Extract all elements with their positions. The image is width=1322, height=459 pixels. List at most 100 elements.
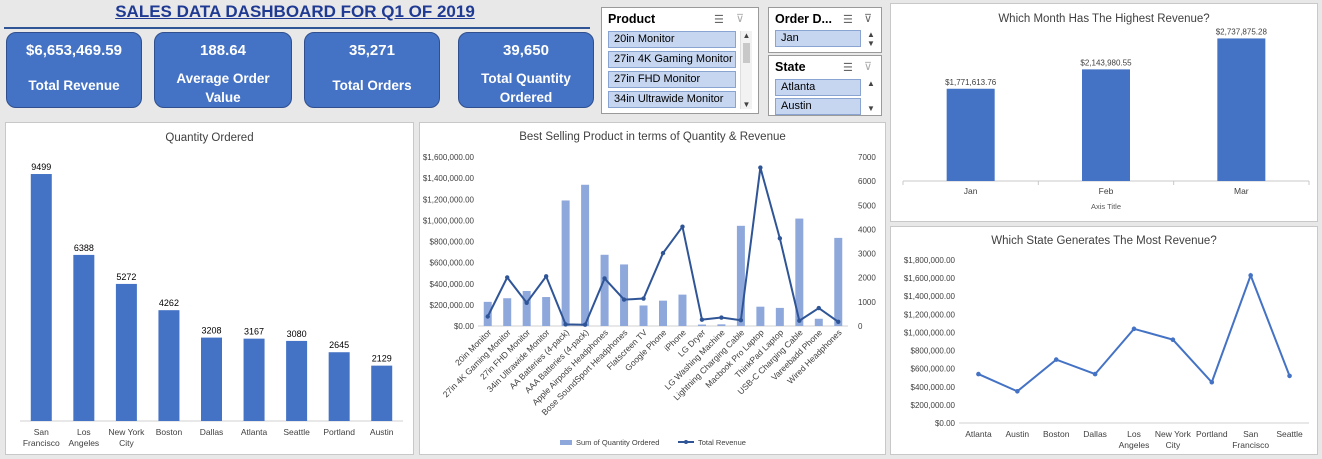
y-right-tick-label: 3000: [858, 250, 876, 259]
legend-marker-revenue: [684, 440, 688, 444]
line-point: [602, 276, 607, 281]
data-label: 6388: [74, 243, 94, 253]
state-revenue-chart: Which State Generates The Most Revenue? …: [890, 226, 1318, 455]
slicer-header: Product: [608, 12, 656, 26]
clear-filter-icon[interactable]: ⊽: [736, 13, 745, 25]
y-tick-label: $1,200,000.00: [904, 310, 956, 319]
line-point: [1092, 371, 1098, 377]
dashboard-title: SALES DATA DASHBOARD FOR Q1 OF 2019: [115, 2, 475, 21]
slicer-item[interactable]: Atlanta: [775, 79, 861, 96]
data-label: 2129: [372, 354, 392, 364]
chart-title: Best Selling Product in terms of Quantit…: [519, 131, 786, 143]
y-tick-label: $1,800,000.00: [904, 256, 956, 265]
x-tick-label: Atlanta: [241, 427, 268, 437]
y-right-tick-label: 2000: [858, 274, 876, 283]
kpi-value: 35,271: [349, 42, 395, 59]
x-tick-label: City: [119, 438, 134, 448]
scroll-up-icon[interactable]: ▲: [742, 31, 751, 40]
y-left-tick-label: $1,000,000.00: [423, 216, 475, 225]
bar: [1082, 69, 1130, 181]
scroll-down-icon[interactable]: ▼: [742, 100, 751, 109]
bar: [946, 88, 995, 181]
kpi-label: Total Quantity Ordered: [481, 71, 571, 105]
multi-select-icon[interactable]: ☰: [843, 14, 853, 26]
chart-title: Quantity Ordered: [165, 132, 254, 144]
kpi-total-revenue: $6,653,469.59 Total Revenue: [6, 32, 142, 108]
slicer-scrollbar[interactable]: ▲ ▼: [740, 31, 752, 109]
slicer-item[interactable]: 27in FHD Monitor: [608, 71, 736, 88]
bar: [600, 254, 609, 326]
bar: [158, 310, 180, 421]
x-tick-label: Dallas: [1083, 429, 1107, 439]
bar: [678, 294, 687, 326]
y-right-tick-label: 6000: [858, 177, 876, 186]
line-point: [1170, 337, 1176, 342]
legend-label-quantity: Sum of Quantity Ordered: [576, 438, 659, 447]
bar: [73, 254, 95, 421]
kpi-value: 39,650: [503, 42, 549, 59]
slicer-item[interactable]: 27in 4K Gaming Monitor: [608, 51, 736, 68]
y-tick-label: $800,000.00: [911, 347, 956, 356]
multi-select-icon[interactable]: ☰: [714, 14, 724, 26]
scroll-thumb[interactable]: [743, 43, 750, 63]
x-tick-label: Francisco: [1232, 440, 1269, 450]
scroll-up-icon[interactable]: ▲: [867, 79, 875, 88]
bar: [286, 340, 308, 421]
bar: [581, 184, 590, 326]
x-tick-label: Angeles: [68, 438, 99, 448]
monthly-revenue-chart: Which Month Has The Highest Revenue? $1,…: [890, 3, 1318, 222]
y-left-tick-label: $400,000.00: [430, 280, 475, 289]
kpi-label: Average Order Value: [176, 71, 270, 105]
slicer-header: State: [775, 60, 806, 74]
slicer-scrollbar[interactable]: ▲ ▼: [865, 30, 877, 48]
line-point: [816, 305, 821, 311]
data-label: 4262: [159, 298, 179, 308]
x-tick-label: Dallas: [200, 427, 224, 437]
line-point: [699, 317, 705, 322]
monthly-revenue-plot: $1,771,613.76 Jan $2,143,980.55 Feb $2,737,8…: [902, 27, 1310, 211]
line-point: [543, 274, 549, 279]
x-tick-label: City: [1166, 440, 1181, 450]
clear-filter-icon[interactable]: ⊽: [864, 13, 873, 25]
state-slicer[interactable]: State ☰ ⊽ Atlanta Austin ▲ ▼: [768, 55, 882, 116]
y-right-tick-label: 7000: [858, 153, 876, 162]
line-point: [738, 317, 744, 323]
y-right-tick-label: 4000: [858, 225, 876, 234]
line-point: [485, 314, 490, 319]
state-revenue-plot: $0.00 $200,000.00 $400,000.00 $600,000.00 $8…: [904, 256, 1309, 450]
line-point: [505, 275, 510, 280]
x-tick-label: Los: [1127, 429, 1141, 439]
multi-select-icon[interactable]: ☰: [843, 62, 853, 74]
scroll-down-icon[interactable]: ▼: [867, 39, 875, 48]
line-point: [1015, 389, 1020, 394]
x-tick-label: Portland: [323, 427, 355, 437]
scroll-down-icon[interactable]: ▼: [867, 104, 875, 113]
y-left-tick-label: $0.00: [454, 322, 475, 331]
x-tick-label: Atlanta: [965, 429, 992, 439]
order-date-slicer[interactable]: Order D... ☰ ⊽ Jan ▲ ▼: [768, 7, 882, 53]
x-tick-label: Feb: [1099, 186, 1114, 196]
slicer-scrollbar[interactable]: ▲ ▼: [865, 79, 877, 113]
slicer-item[interactable]: 34in Ultrawide Monitor: [608, 91, 736, 108]
data-label: $1,771,613.76: [945, 78, 997, 87]
clear-filter-icon[interactable]: ⊽: [864, 61, 873, 73]
y-right-tick-label: 0: [858, 322, 863, 331]
bar: [756, 306, 765, 326]
scroll-up-icon[interactable]: ▲: [867, 30, 875, 39]
data-label: 9499: [31, 162, 51, 172]
legend-label-revenue: Total Revenue: [698, 438, 746, 447]
slicer-item[interactable]: Austin: [775, 98, 861, 115]
best-selling-product-plot: $0.00 $200,000.00 $400,000.00 $600,000.00 $8…: [423, 153, 877, 447]
line-point: [1131, 326, 1137, 332]
kpi-value: 188.64: [200, 42, 246, 59]
quantity-ordered-chart: Quantity Ordered 9499 San Francisco 6388 Los…: [5, 122, 414, 455]
slicer-item[interactable]: Jan: [775, 30, 861, 47]
slicer-item[interactable]: 20in Monitor: [608, 31, 736, 48]
bar: [328, 352, 350, 421]
legend-swatch-quantity: [560, 440, 572, 445]
product-slicer[interactable]: Product ☰ ⊽ 20in Monitor 27in 4K Gaming …: [601, 7, 759, 114]
kpi-total-orders: 35,271 Total Orders: [304, 32, 440, 108]
bar: [30, 174, 52, 421]
title-underline: [4, 27, 590, 29]
x-tick-label: Boston: [156, 427, 183, 437]
